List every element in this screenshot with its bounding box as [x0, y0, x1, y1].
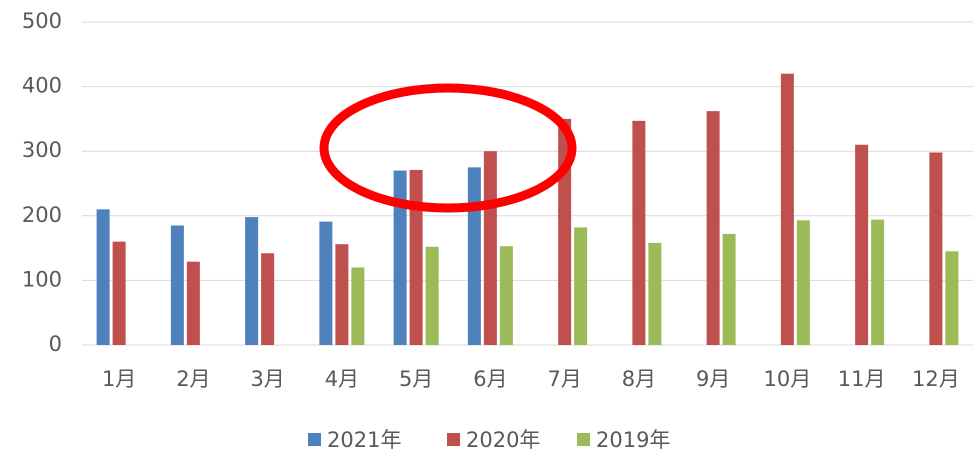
bar: [335, 244, 349, 345]
legend-swatch: [447, 433, 460, 446]
bar: [245, 217, 259, 345]
bar: [855, 144, 869, 345]
bar: [632, 120, 646, 345]
legend-swatch: [308, 433, 321, 446]
legend-label: 2021年: [327, 428, 401, 452]
legend-label: 2019年: [596, 428, 670, 452]
x-tick-label: 8月: [622, 367, 656, 391]
bar: [393, 170, 407, 345]
x-tick-label: 7月: [547, 367, 581, 391]
bar: [945, 251, 959, 345]
x-tick-label: 12月: [912, 367, 960, 391]
bar: [780, 73, 794, 346]
bar: [499, 246, 513, 345]
x-tick-label: 4月: [325, 367, 359, 391]
x-tick-label: 2月: [176, 367, 210, 391]
bar: [706, 111, 720, 345]
bar: [351, 267, 365, 345]
y-tick-label: 200: [22, 203, 62, 227]
x-tick-label: 6月: [473, 367, 507, 391]
bar: [170, 225, 184, 345]
bar: [871, 219, 885, 345]
y-tick-label: 100: [22, 267, 62, 291]
bar: [467, 167, 481, 345]
bar: [261, 253, 275, 345]
y-tick-label: 500: [22, 9, 62, 33]
bar: [96, 209, 110, 345]
bar: [425, 246, 439, 345]
x-tick-label: 10月: [764, 367, 812, 391]
bar: [409, 169, 423, 345]
highlight-ellipse: [319, 83, 577, 213]
bar: [186, 261, 200, 345]
bar: [648, 242, 662, 345]
x-tick-label: 5月: [399, 367, 433, 391]
y-tick-label: 400: [22, 74, 62, 98]
bar: [929, 152, 943, 345]
x-tick-label: 9月: [696, 367, 730, 391]
bar: [796, 220, 810, 345]
y-tick-label: 0: [49, 332, 62, 356]
bar: [112, 241, 126, 345]
bar: [722, 233, 736, 345]
legend-label: 2020年: [466, 428, 540, 452]
x-tick-label: 11月: [838, 367, 886, 391]
bar: [483, 151, 497, 345]
bar: [574, 227, 588, 345]
x-tick-label: 3月: [250, 367, 284, 391]
x-tick-label: 1月: [102, 367, 136, 391]
legend-swatch: [577, 433, 590, 446]
y-tick-label: 300: [22, 138, 62, 162]
bar: [319, 221, 333, 345]
